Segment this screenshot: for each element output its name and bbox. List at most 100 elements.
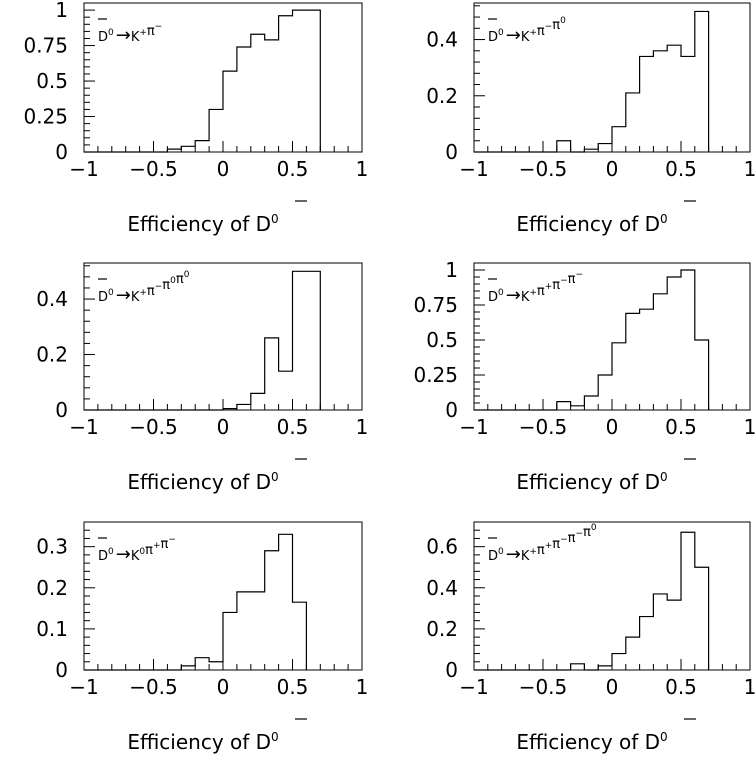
histogram-bin xyxy=(306,271,320,410)
histogram-series xyxy=(474,10,710,153)
x-axis-ticks xyxy=(83,141,363,152)
y-tick-label: 0.4 xyxy=(36,287,68,311)
y-axis-ticks xyxy=(474,5,485,153)
x-axis-ticks xyxy=(473,399,751,410)
x-tick-label: −1 xyxy=(69,675,98,699)
x-tick-label: 1 xyxy=(356,157,369,181)
y-axis-ticks xyxy=(84,265,95,411)
y-tick-label: 0.2 xyxy=(426,617,458,641)
histogram-bin xyxy=(626,637,640,670)
y-tick-label: 0.25 xyxy=(413,363,458,387)
histogram-series xyxy=(84,533,307,671)
x-tick-label: −1 xyxy=(69,415,98,439)
histogram-bin xyxy=(695,340,709,410)
histogram-bin xyxy=(223,71,237,152)
histogram-bin xyxy=(265,40,279,152)
y-tick-label: 0.6 xyxy=(426,535,458,559)
histogram-bin xyxy=(293,271,307,410)
histogram-bin xyxy=(695,567,709,670)
histogram-bin xyxy=(681,270,695,410)
histogram-bin xyxy=(681,56,695,152)
decay-label: D0 →K+π−π0 xyxy=(488,16,566,46)
y-axis-ticks xyxy=(474,521,485,671)
x-tick-label: −1 xyxy=(69,157,98,181)
histogram-series xyxy=(84,9,321,153)
histogram-bin xyxy=(584,396,598,410)
histogram-bin xyxy=(237,47,251,152)
histogram-series xyxy=(474,269,710,411)
x-tick-label: 0 xyxy=(217,675,230,699)
decay-label: D0 →K+π+π−π−π0 xyxy=(488,523,597,565)
y-tick-label: 0.4 xyxy=(426,28,458,52)
panel-6: −1 −0.5 0 0.5 1 0 0.2 0.4 0.6 D0 →K+π+π−π−π0 Effici… xyxy=(426,521,755,754)
x-tick-label: 0 xyxy=(217,415,230,439)
panel-1: −1 −0.5 0 0.5 1 0 0.25 0.5 0.75 1 D0 →K+π− Efficienc… xyxy=(23,0,368,236)
histogram-bin xyxy=(279,534,293,670)
x-tick-label: −0.5 xyxy=(129,415,178,439)
y-tick-label: 0.3 xyxy=(36,535,68,559)
x-tick-label: −0.5 xyxy=(519,415,568,439)
histogram-bin xyxy=(265,551,279,670)
histogram-bin xyxy=(612,343,626,410)
y-tick-label: 0 xyxy=(55,398,68,422)
decay-label: D0 →K0π+π− xyxy=(98,535,176,565)
histogram-bin xyxy=(653,594,667,670)
x-tick-label: 1 xyxy=(356,675,369,699)
histogram-bin xyxy=(279,371,293,410)
histogram-series xyxy=(84,270,321,411)
x-tick-label: 0 xyxy=(606,157,619,181)
histogram-bin xyxy=(667,277,681,410)
y-axis-ticks xyxy=(84,521,95,671)
x-tick-label: 0 xyxy=(606,675,619,699)
decay-label: D0 →K+π− xyxy=(98,22,162,46)
histogram-bin xyxy=(640,617,654,670)
histogram-bin xyxy=(237,404,251,410)
x-tick-label: −0.5 xyxy=(129,157,178,181)
x-tick-label: 0.5 xyxy=(665,415,697,439)
y-axis-ticks xyxy=(474,262,485,411)
decay-label: D0 →K+π−π0π0 xyxy=(98,270,190,306)
histogram-bin xyxy=(293,10,307,152)
histogram-bin xyxy=(612,654,626,670)
histogram-bin xyxy=(181,146,195,152)
x-tick-label: 0.5 xyxy=(277,415,309,439)
y-tick-label: 0 xyxy=(445,658,458,682)
histogram-bin xyxy=(571,664,585,670)
y-tick-label: 0.5 xyxy=(36,69,68,93)
y-tick-label: 0.75 xyxy=(23,34,68,58)
y-tick-label: 0 xyxy=(445,398,458,422)
histogram-bin xyxy=(251,393,265,410)
histogram-bin xyxy=(598,375,612,410)
x-tick-label: 0 xyxy=(606,415,619,439)
x-tick-label: −0.5 xyxy=(519,157,568,181)
y-tick-label: 0.5 xyxy=(426,328,458,352)
histogram-bin xyxy=(640,309,654,410)
panel-4: −1 −0.5 0 0.5 1 0 0.25 0.5 0.75 1 D0 →K+π+π−π− Effic… xyxy=(413,258,755,494)
x-tick-label: −1 xyxy=(459,157,488,181)
x-tick-label: 0.5 xyxy=(665,675,697,699)
histogram-bin xyxy=(195,141,209,152)
histogram-bin xyxy=(626,93,640,152)
histogram-bin xyxy=(598,666,612,670)
histogram-bin xyxy=(251,34,265,152)
x-axis-title: Efficiency of D0 xyxy=(127,730,278,754)
panel-2: −1 −0.5 0 0.5 1 0 0.2 0.4 D0 →K+π−π0 Efficiency of… xyxy=(426,2,755,236)
x-tick-label: −0.5 xyxy=(519,675,568,699)
histogram-bin xyxy=(209,109,223,152)
x-tick-label: 1 xyxy=(744,157,755,181)
x-tick-label: 1 xyxy=(744,415,755,439)
y-tick-label: 0.75 xyxy=(413,293,458,317)
histogram-bin xyxy=(571,406,585,410)
histogram-bin xyxy=(681,532,695,670)
x-tick-label: 0.5 xyxy=(277,157,309,181)
x-tick-label: 0 xyxy=(217,157,230,181)
y-tick-label: 0 xyxy=(55,140,68,164)
histogram-bin xyxy=(265,338,279,410)
panel-3: −1 −0.5 0 0.5 1 0 0.2 0.4 D0 →K+π−π0π0 Efficiency … xyxy=(36,262,368,494)
histogram-bin xyxy=(612,127,626,152)
histogram-bin xyxy=(695,11,709,152)
histogram-bin xyxy=(237,592,251,670)
histogram-bin xyxy=(598,144,612,152)
histogram-bin xyxy=(195,658,209,670)
